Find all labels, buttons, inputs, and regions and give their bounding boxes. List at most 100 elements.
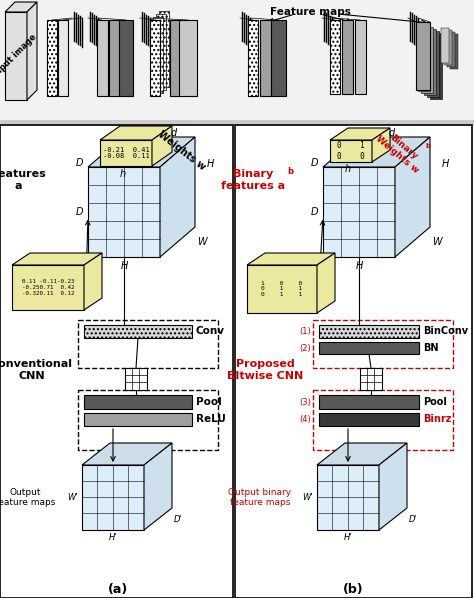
Text: 1    0    0
0    1    1
0    1    1: 1 0 0 0 1 1 0 1 1 xyxy=(261,280,302,297)
Bar xyxy=(90,11,91,41)
Bar xyxy=(410,11,411,41)
Text: h: h xyxy=(345,164,351,174)
Bar xyxy=(319,342,419,354)
Bar xyxy=(142,11,143,41)
Bar xyxy=(414,14,415,44)
Bar xyxy=(444,30,452,65)
Bar xyxy=(355,20,366,94)
Text: BinConv: BinConv xyxy=(423,327,468,337)
Bar xyxy=(170,20,181,96)
Text: Features
a: Features a xyxy=(0,169,46,191)
Text: (3): (3) xyxy=(299,398,311,407)
Text: ReLU: ReLU xyxy=(196,414,226,425)
Bar xyxy=(330,16,331,46)
Bar xyxy=(0,0,474,125)
Text: Binrz: Binrz xyxy=(423,414,451,425)
Text: D: D xyxy=(75,158,83,168)
Bar xyxy=(12,265,84,310)
Bar xyxy=(244,13,245,43)
Polygon shape xyxy=(372,128,390,162)
Text: Output binary
feature maps: Output binary feature maps xyxy=(228,488,292,507)
Bar xyxy=(84,413,192,426)
Polygon shape xyxy=(317,253,335,313)
Polygon shape xyxy=(144,443,172,530)
Text: Binary
features a: Binary features a xyxy=(221,169,285,191)
Bar xyxy=(146,14,147,44)
Text: h: h xyxy=(120,169,126,179)
Bar xyxy=(84,395,192,409)
Bar xyxy=(179,20,197,96)
Bar xyxy=(125,368,147,390)
Bar xyxy=(156,14,166,90)
Bar xyxy=(76,13,77,43)
Polygon shape xyxy=(379,443,407,530)
Bar xyxy=(412,13,413,43)
Text: Input image: Input image xyxy=(0,33,38,80)
Bar xyxy=(447,32,455,67)
Text: H: H xyxy=(120,261,128,271)
Bar xyxy=(319,413,419,426)
Text: H': H' xyxy=(344,533,352,542)
Text: (a): (a) xyxy=(108,584,128,596)
Bar xyxy=(78,320,218,368)
Bar xyxy=(78,390,218,450)
Bar xyxy=(148,16,149,46)
Bar xyxy=(242,11,243,41)
Bar xyxy=(313,390,453,450)
Bar xyxy=(271,20,286,96)
Text: d: d xyxy=(389,128,395,138)
Bar xyxy=(424,29,436,95)
Bar xyxy=(332,17,333,47)
Bar xyxy=(441,28,449,63)
Text: Conventional
CNN: Conventional CNN xyxy=(0,359,73,381)
Text: -0.21  0.41
-0.08  0.11: -0.21 0.41 -0.08 0.11 xyxy=(103,147,149,160)
Bar xyxy=(319,395,419,409)
Bar xyxy=(58,20,68,96)
Bar xyxy=(416,16,417,46)
Text: (1): (1) xyxy=(299,327,311,336)
Polygon shape xyxy=(84,253,102,310)
Bar xyxy=(450,34,458,69)
Bar xyxy=(418,17,419,47)
Polygon shape xyxy=(5,2,37,12)
Bar xyxy=(88,167,160,257)
Bar xyxy=(92,13,93,43)
Polygon shape xyxy=(160,137,195,257)
Bar xyxy=(416,22,430,90)
Text: b: b xyxy=(287,167,293,176)
Text: d: d xyxy=(171,128,177,138)
Bar xyxy=(247,265,317,313)
Text: Conv: Conv xyxy=(196,327,225,337)
Bar xyxy=(360,368,382,390)
Polygon shape xyxy=(12,253,102,265)
Text: Binary
Weights w: Binary Weights w xyxy=(374,127,427,175)
Bar xyxy=(248,16,249,46)
Text: W': W' xyxy=(302,493,313,502)
Bar xyxy=(0,120,474,125)
Text: Feature maps: Feature maps xyxy=(270,7,350,17)
Text: (2): (2) xyxy=(299,343,311,352)
Polygon shape xyxy=(395,137,430,257)
Polygon shape xyxy=(152,126,172,166)
Text: Pool: Pool xyxy=(423,397,447,407)
Bar xyxy=(153,17,163,93)
Text: H: H xyxy=(207,159,214,169)
Bar xyxy=(326,13,327,43)
Polygon shape xyxy=(330,128,390,140)
Bar xyxy=(323,167,395,257)
Bar xyxy=(109,20,120,96)
Bar xyxy=(418,25,430,91)
Bar xyxy=(324,11,325,41)
Bar xyxy=(260,20,271,96)
Bar xyxy=(97,20,108,96)
Bar xyxy=(80,16,81,46)
Bar xyxy=(430,33,442,99)
Text: D: D xyxy=(310,207,318,217)
Text: (b): (b) xyxy=(343,584,363,596)
Bar xyxy=(246,14,247,44)
Bar xyxy=(84,325,192,338)
Text: (4): (4) xyxy=(299,415,311,424)
Bar xyxy=(78,14,79,44)
Bar xyxy=(74,11,75,41)
Bar xyxy=(317,465,379,530)
